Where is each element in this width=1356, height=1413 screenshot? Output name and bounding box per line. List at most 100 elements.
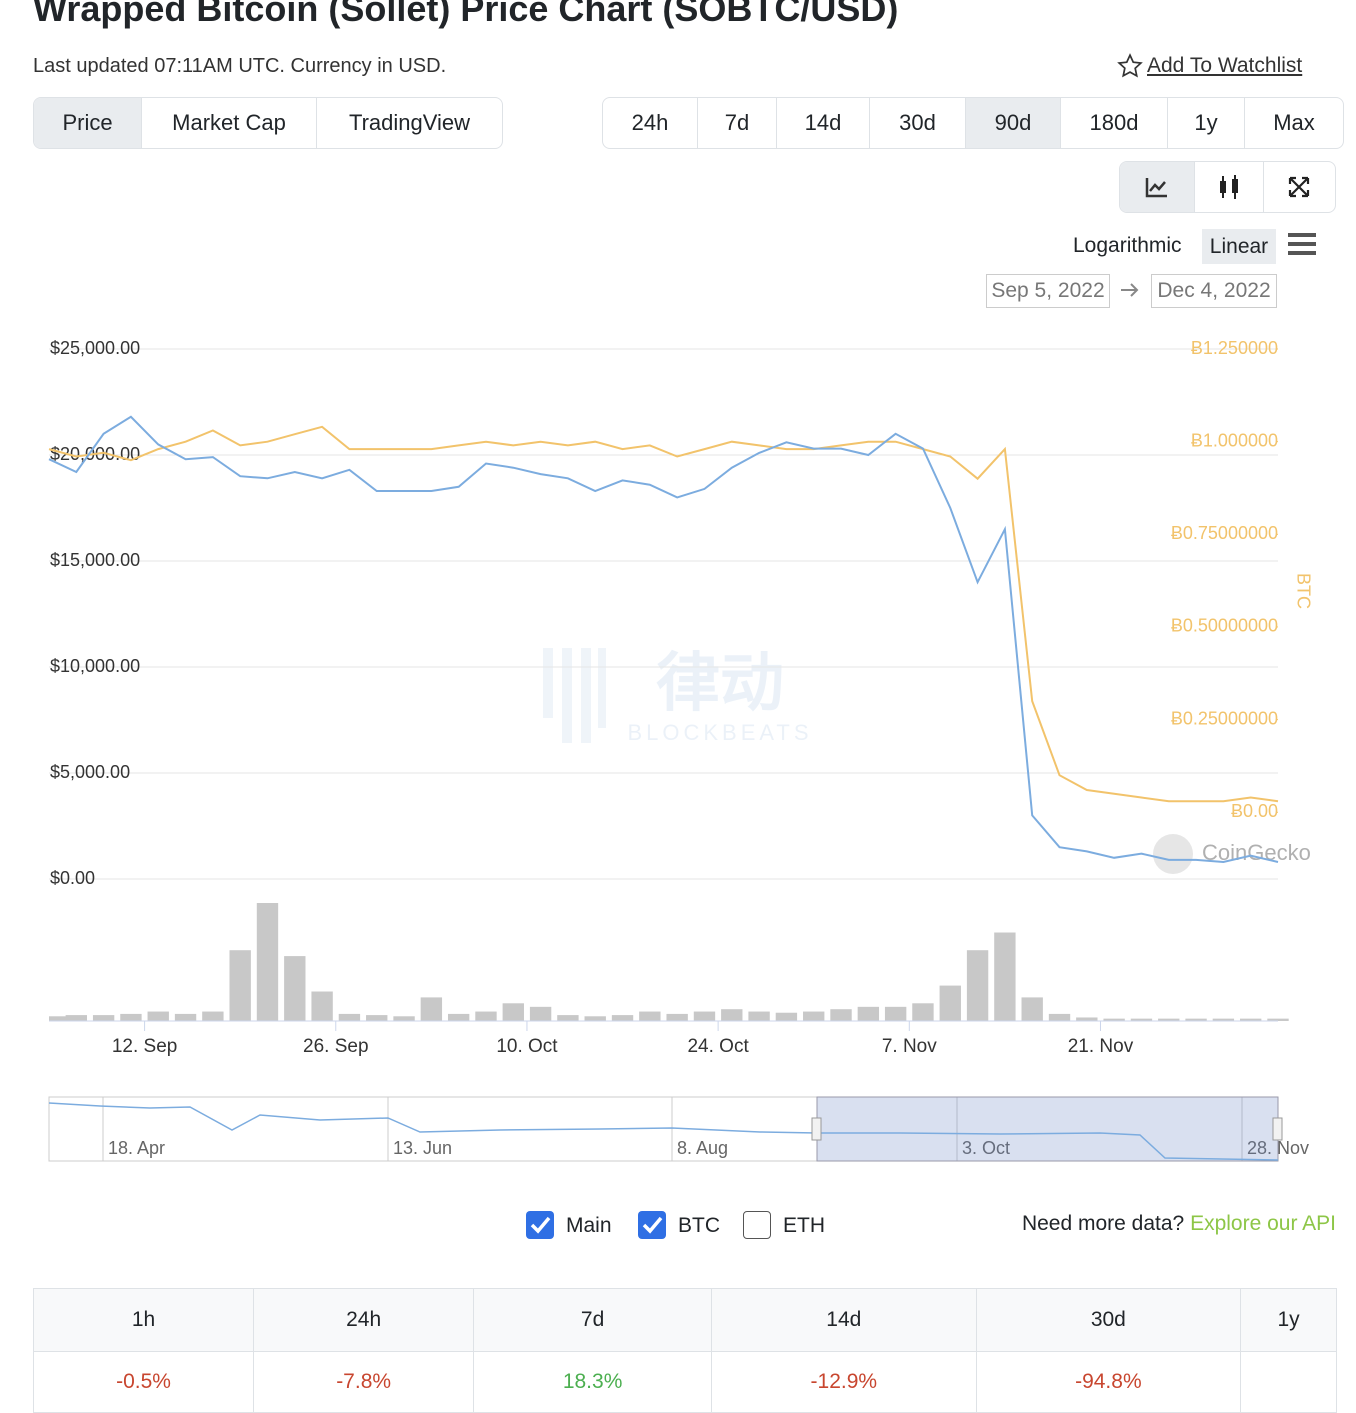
volume-bar <box>1076 1017 1098 1021</box>
x-tick-label: 10. Oct <box>496 1036 558 1057</box>
checkbox[interactable] <box>743 1211 771 1239</box>
arrow <box>1121 283 1139 297</box>
volume-bar <box>857 1006 880 1021</box>
price-line <box>48 415 1279 864</box>
navigator-handle[interactable] <box>1272 1117 1283 1141</box>
range-tabs: 24h 7d 14d 30d 90d 180d 1y Max <box>602 97 1344 149</box>
table-header: 14d <box>711 1288 977 1352</box>
volume-bar <box>338 1013 361 1021</box>
price-line <box>48 425 1279 803</box>
volume-bar <box>65 1015 87 1021</box>
volume-bar <box>721 1009 743 1021</box>
volume-bar <box>1158 1018 1180 1021</box>
volume-bar <box>912 1003 934 1021</box>
volume-bar <box>256 903 279 1021</box>
scale-option[interactable]: Linear <box>1202 229 1276 264</box>
volume-bar <box>666 1013 688 1021</box>
api-link[interactable]: Explore our API <box>1190 1212 1336 1235</box>
volume-bar <box>393 1016 415 1021</box>
tab[interactable]: Price <box>34 98 142 148</box>
candle-chart-button[interactable] <box>1195 162 1264 212</box>
y2-tick-label: Ƀ0.25000000 <box>1171 708 1278 728</box>
range-tab[interactable]: 14d <box>777 98 870 148</box>
navigator-line <box>48 1102 1279 1161</box>
volume-bar <box>1021 997 1043 1021</box>
range-tab[interactable]: 30d <box>870 98 966 148</box>
date-to-input[interactable]: Dec 4, 2022 <box>1151 274 1277 308</box>
api-text: Need more data? <box>1021 1212 1185 1235</box>
volume-bar <box>1212 1018 1235 1021</box>
x-tick-label: 12. Sep <box>112 1036 178 1057</box>
range-tab[interactable]: 24h <box>603 98 698 148</box>
table-cell: 18.3% <box>473 1351 713 1413</box>
y-tick-label: $10,000.00 <box>50 656 140 676</box>
table-header: 1y <box>1240 1288 1337 1352</box>
volume-bar <box>830 1009 852 1021</box>
watermark <box>543 648 606 743</box>
view-tabs: Price Market Cap TradingView <box>33 97 503 149</box>
volume-bar <box>884 1006 907 1021</box>
y2-tick-label: Ƀ0.50000000 <box>1171 616 1278 636</box>
range-tab[interactable]: 7d <box>698 98 777 148</box>
volume-bar <box>529 1006 552 1021</box>
page-title: Wrapped Bitcoin (Sollet) Price Chart (SO… <box>33 0 899 29</box>
table-cell: -12.9% <box>711 1351 977 1413</box>
legend-item: BTC <box>678 1214 720 1237</box>
table-cell: -0.5% <box>32 1351 255 1413</box>
tab[interactable]: Market Cap <box>142 98 317 148</box>
y-tick-label: $5,000.00 <box>50 762 130 782</box>
volume-bar <box>611 1015 634 1021</box>
checkbox[interactable] <box>638 1211 666 1239</box>
range-tab[interactable]: 90d <box>966 98 1061 148</box>
line-chart-button[interactable] <box>1120 162 1196 212</box>
y2-tick-label: Ƀ0.00 <box>1231 801 1278 821</box>
volume-bar <box>475 1011 497 1021</box>
table-header: 1h <box>32 1288 255 1352</box>
icon <box>1289 176 1310 198</box>
volume-bar <box>966 950 989 1021</box>
range-tab[interactable]: 180d <box>1061 98 1168 148</box>
navigator-selection[interactable] <box>816 1096 1279 1162</box>
subtitle: Last updated 07:11AM UTC. Currency in US… <box>33 55 447 77</box>
fullscreen-button[interactable] <box>1264 162 1335 212</box>
volume-bar <box>639 1011 661 1021</box>
navigator-label: 8. Aug <box>677 1138 728 1158</box>
navigator-handle[interactable] <box>811 1117 822 1141</box>
volume-bar <box>202 1011 224 1021</box>
watchlist-link[interactable]: Add To Watchlist <box>1117 53 1302 79</box>
y-tick-label: $15,000.00 <box>50 550 140 570</box>
y2-axis-title: BTC <box>1293 573 1313 609</box>
range-tab[interactable]: 1y <box>1168 98 1245 148</box>
watermark-text: 律动 <box>656 647 784 719</box>
x-tick-label: 24. Oct <box>687 1036 749 1057</box>
volume-bar <box>803 1011 825 1021</box>
navigator-label: 18. Apr <box>108 1138 165 1158</box>
y-tick-label: $0.00 <box>50 868 95 888</box>
menu-button[interactable] <box>1288 232 1316 256</box>
checkbox[interactable] <box>526 1211 554 1239</box>
table-cell: -7.8% <box>253 1351 475 1413</box>
navigator-label: 13. Jun <box>393 1138 452 1158</box>
watermark-text: BLOCKBEATS <box>627 720 812 745</box>
volume-bar <box>92 1015 115 1021</box>
volume-bar <box>939 985 961 1021</box>
check <box>530 1216 551 1234</box>
scale-option[interactable]: Logarithmic <box>1073 234 1182 257</box>
volume-bar <box>994 932 1016 1021</box>
watchlist-text: Add To Watchlist <box>1147 54 1303 77</box>
api-prompt: Need more data? Explore our API <box>1022 1212 1336 1236</box>
legend-item: ETH <box>783 1214 825 1237</box>
x-tick-label: 26. Sep <box>303 1036 369 1057</box>
volume-bar <box>748 1011 770 1021</box>
tab[interactable]: TradingView <box>348 110 471 135</box>
watermark-text: CoinGecko <box>1202 840 1311 865</box>
volume-bar <box>284 956 306 1021</box>
date-from-input[interactable]: Sep 5, 2022 <box>986 274 1110 308</box>
navigator-label: 3. Oct <box>962 1138 1010 1158</box>
legend-item: Main <box>566 1214 612 1237</box>
range-tab[interactable]: Max <box>1273 110 1315 135</box>
icon <box>1145 178 1168 198</box>
y2-tick-label: Ƀ1.000000 <box>1191 430 1278 450</box>
x-tick-label: 21. Nov <box>1068 1036 1134 1057</box>
